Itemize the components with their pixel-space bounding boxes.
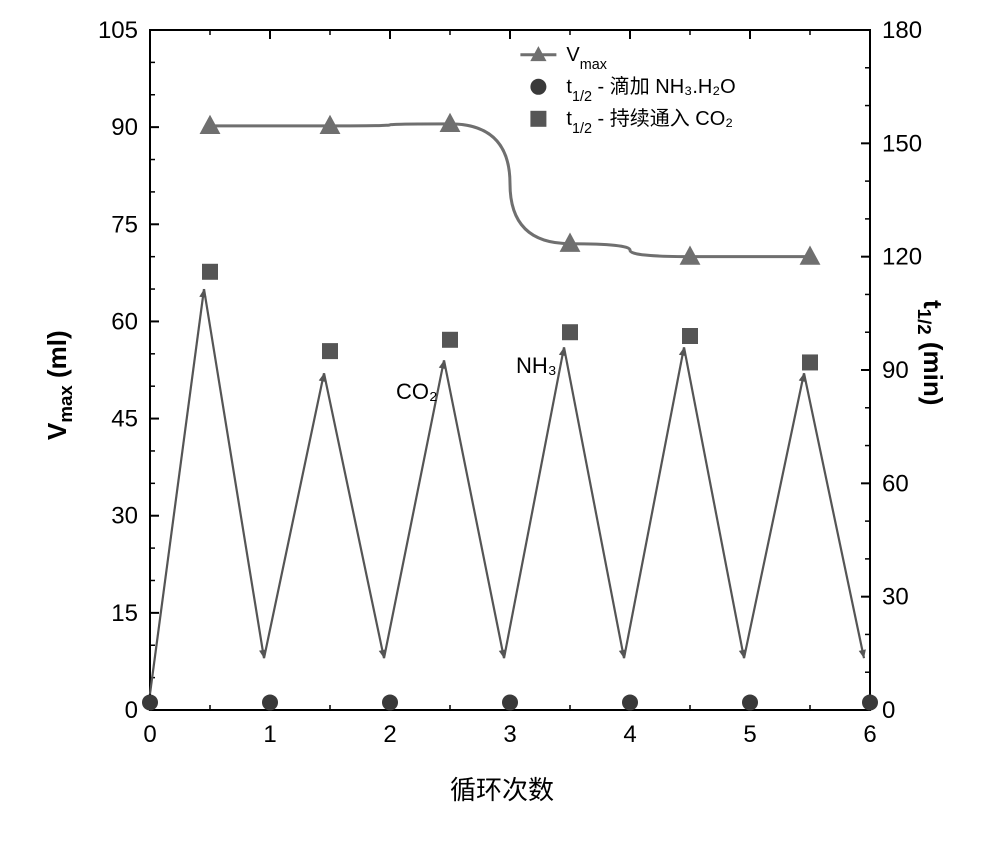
nh3-marker (262, 694, 278, 710)
co2-marker (802, 354, 818, 370)
co2-marker (322, 343, 338, 359)
y-left-tick-label: 30 (111, 503, 138, 530)
y-left-tick-label: 105 (98, 17, 138, 44)
co2-marker (442, 332, 458, 348)
y-left-tick-label: 45 (111, 406, 138, 433)
chart: 012345601530456075901050306090120150180C… (0, 0, 1000, 852)
y-right-tick-label: 90 (882, 357, 909, 384)
y-left-tick-label: 15 (111, 600, 138, 627)
y-left-tick-label: 75 (111, 211, 138, 238)
co2-marker (202, 264, 218, 280)
y-right-tick-label: 60 (882, 470, 909, 497)
y-right-tick-label: 120 (882, 244, 922, 271)
inline-label: CO₂ (396, 379, 438, 404)
x-tick-label: 2 (383, 721, 396, 748)
y-right-tick-label: 30 (882, 584, 909, 611)
y-left-tick-label: 60 (111, 308, 138, 335)
x-tick-label: 0 (143, 721, 156, 748)
y-right-tick-label: 0 (882, 697, 895, 724)
co2-marker (562, 324, 578, 340)
y-right-axis-title: t1/2 (min) (913, 300, 948, 405)
x-tick-label: 6 (863, 721, 876, 748)
y-left-axis-title: Vmax (ml) (42, 330, 77, 440)
nh3-marker (622, 694, 638, 710)
nh3-marker (862, 694, 878, 710)
x-tick-label: 5 (743, 721, 756, 748)
x-axis-title: 循环次数 (450, 770, 554, 807)
x-tick-label: 3 (503, 721, 516, 748)
x-tick-label: 1 (263, 721, 276, 748)
nh3-marker (382, 694, 398, 710)
x-tick-label: 4 (623, 721, 636, 748)
y-right-tick-label: 150 (882, 130, 922, 157)
y-right-tick-label: 180 (882, 17, 922, 44)
nh3-marker (142, 694, 158, 710)
y-left-tick-label: 90 (111, 114, 138, 141)
nh3-marker (502, 694, 518, 710)
co2-marker (682, 328, 698, 344)
y-left-tick-label: 0 (125, 697, 138, 724)
inline-label: NH₃ (516, 353, 557, 378)
nh3-marker (742, 694, 758, 710)
